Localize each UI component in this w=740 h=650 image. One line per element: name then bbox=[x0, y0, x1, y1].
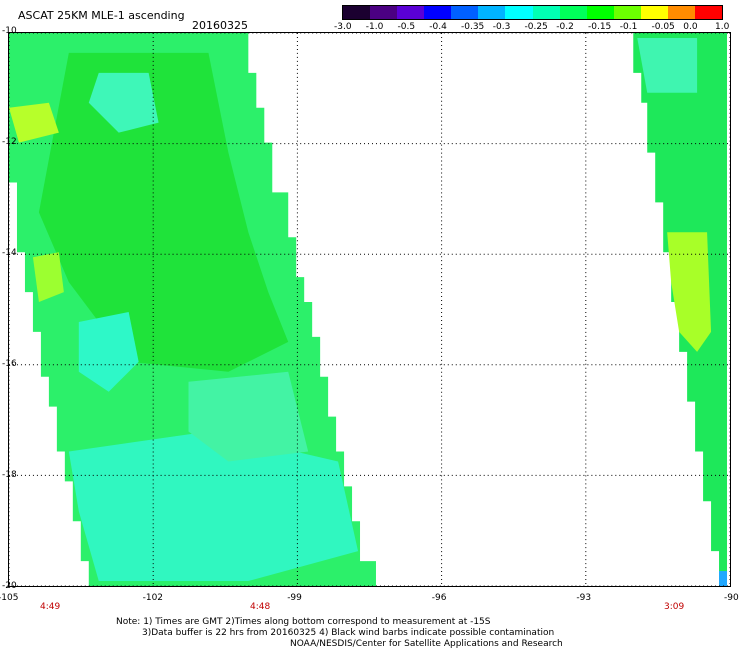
note-line-1: Note: 1) Times are GMT 2)Times along bot… bbox=[116, 617, 491, 627]
cyan-patch bbox=[188, 371, 309, 462]
x-tick-label: -93 bbox=[576, 593, 592, 603]
colorbar-swatch bbox=[451, 6, 479, 19]
map-plot bbox=[8, 32, 731, 587]
colorbar-swatch bbox=[586, 6, 614, 19]
y-tick-label: -14 bbox=[2, 248, 17, 258]
blue-patch bbox=[719, 571, 728, 586]
cyan-patch bbox=[88, 72, 159, 133]
chart-date: 20160325 bbox=[192, 19, 248, 32]
colorbar-tick-label: -0.35 bbox=[461, 22, 485, 32]
colorbar-tick-label: -3.0 bbox=[334, 22, 352, 32]
colorbar-swatch bbox=[505, 6, 533, 19]
colorbar-tick-label: -0.05 bbox=[651, 22, 675, 32]
colorbar-swatch bbox=[478, 6, 506, 19]
colorbar-tick-label: -0.4 bbox=[429, 22, 447, 32]
colorbar-swatch bbox=[532, 6, 560, 19]
cyan-patch bbox=[68, 431, 359, 582]
y-tick-label: -16 bbox=[2, 359, 17, 369]
colorbar-tick-label: -0.1 bbox=[619, 22, 638, 32]
colorbar-tick-label: 0.0 bbox=[683, 22, 698, 32]
colorbar-swatch bbox=[370, 6, 398, 19]
colorbar-tick-label: -0.15 bbox=[588, 22, 612, 32]
colorbar-swatch bbox=[613, 6, 641, 19]
x-tick-label: -105 bbox=[0, 593, 19, 603]
cyan-patch bbox=[637, 37, 698, 93]
cyan-patch bbox=[78, 311, 139, 392]
colorbar-swatch bbox=[424, 6, 452, 19]
colorbar-swatch bbox=[343, 6, 371, 19]
colorbar-swatch bbox=[695, 6, 723, 19]
colorbar-swatch bbox=[640, 6, 668, 19]
x-tick-label: -96 bbox=[431, 593, 447, 603]
x-tick-label: -99 bbox=[287, 593, 302, 603]
colorbar-tick-label: -0.3 bbox=[492, 22, 511, 32]
colorbar-tick-label: -1.0 bbox=[365, 22, 384, 32]
y-tick-label: -12 bbox=[2, 137, 17, 147]
colorbar-tick-label: -0.25 bbox=[524, 22, 548, 32]
colorbar-tick-label: 1.0 bbox=[715, 22, 730, 32]
x-tick-label: -102 bbox=[142, 593, 164, 603]
colorbar bbox=[342, 5, 723, 20]
colorbar-swatch bbox=[559, 6, 587, 19]
yellow-patch bbox=[32, 252, 64, 303]
colorbar-swatch bbox=[397, 6, 425, 19]
y-tick-label: -18 bbox=[2, 470, 17, 480]
left-swath-core bbox=[38, 52, 289, 372]
colorbar-tick-label: -0.2 bbox=[556, 22, 574, 32]
pass-time-label: 4:49 bbox=[40, 602, 61, 612]
chart-title: ASCAT 25KM MLE-1 ascending bbox=[18, 9, 185, 22]
y-tick-label: -10 bbox=[2, 26, 17, 36]
colorbar-tick-label: -0.5 bbox=[397, 22, 416, 32]
note-line-2: 3)Data buffer is 22 hrs from 20160325 4)… bbox=[142, 628, 555, 638]
y-tick-label: -20 bbox=[2, 581, 17, 591]
yellow-patch bbox=[667, 232, 712, 352]
colorbar-swatch bbox=[667, 6, 696, 19]
yellow-patch bbox=[9, 102, 59, 143]
pass-time-label: 3:09 bbox=[664, 602, 685, 612]
pass-time-label: 4:48 bbox=[250, 602, 271, 612]
x-tick-label: -90 bbox=[724, 593, 739, 603]
note-line-3: NOAA/NESDIS/Center for Satellite Applica… bbox=[290, 639, 563, 649]
